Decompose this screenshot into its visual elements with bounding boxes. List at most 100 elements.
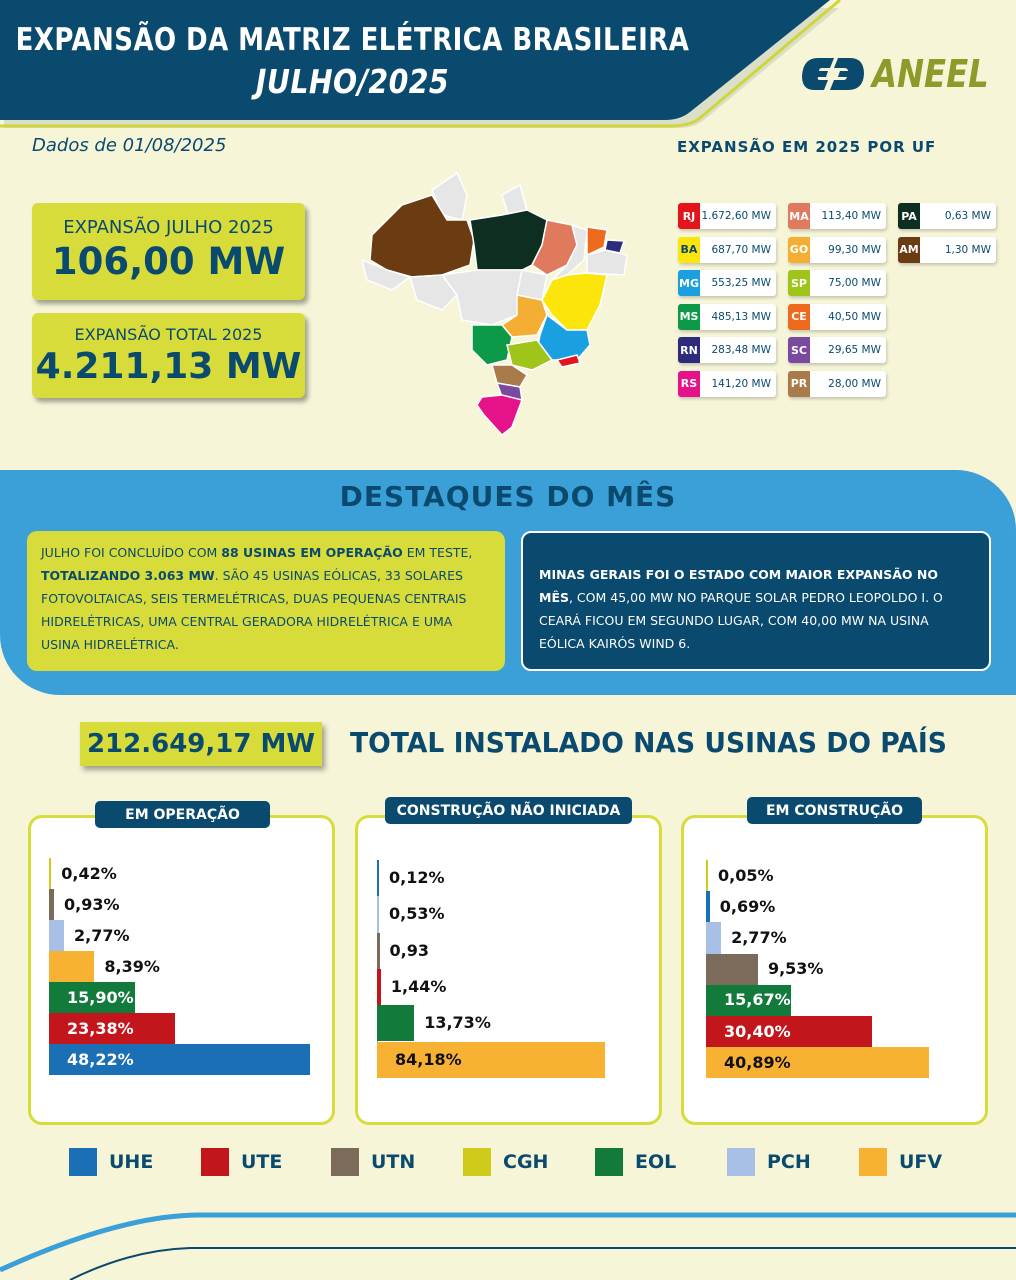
page-subtitle: JULHO/2025	[255, 62, 450, 101]
uf-value: 141,20 MW	[711, 377, 771, 390]
uf-code: PR	[788, 370, 810, 397]
bar-label: 23,38%	[67, 1018, 134, 1038]
bar-label: 9,53%	[767, 959, 824, 979]
kpi-value: 106,00 MW	[51, 240, 286, 283]
aneel-logo: ANEEL	[800, 52, 1009, 96]
uf-value: 113,40 MW	[821, 210, 881, 222]
highlight-right-text: MINAS GERAIS FOI O ESTADO COM MAIOR EXPA…	[521, 531, 991, 671]
text: EM TESTE,	[402, 545, 473, 560]
uf-code: MA	[788, 203, 810, 229]
bar-label: 0,93	[389, 940, 429, 960]
uf-card-sp: SP 75,00 MW	[788, 270, 886, 296]
bar-ute	[377, 968, 381, 1006]
bar-pch	[49, 920, 64, 951]
uf-value: 75,00 MW	[828, 277, 881, 289]
uf-value: 40,50 MW	[828, 310, 881, 323]
legend-swatch	[331, 1148, 359, 1176]
map-state-rj	[555, 354, 582, 368]
bar-uhe	[49, 1044, 310, 1075]
bar-pch	[706, 922, 722, 954]
map-state-rs	[476, 394, 523, 437]
legend-item-pch: PCH	[727, 1148, 811, 1176]
map-state-ac	[362, 259, 412, 291]
legend-item-ute: UTE	[201, 1148, 282, 1176]
map-state-ba	[541, 272, 608, 331]
bar-label: 2,77%	[73, 925, 130, 945]
text: , COM 45,00 MW NO PARQUE SOLAR PEDRO LEO…	[539, 590, 943, 651]
chart-panel-construcao-nao-iniciada	[355, 815, 662, 1125]
map-state-pr	[491, 364, 529, 388]
uf-code: MG	[678, 270, 700, 296]
legend-swatch	[859, 1148, 887, 1176]
uf-code: GO	[788, 236, 810, 263]
legend-label: CGH	[503, 1151, 549, 1173]
map-state-pb-pe-al	[586, 249, 628, 276]
uf-code: MS	[678, 303, 700, 330]
legend-swatch	[727, 1148, 755, 1176]
legend-label: UHE	[109, 1151, 154, 1173]
map-state-mt	[440, 269, 523, 326]
uf-code: BA	[678, 236, 700, 263]
legend-label: PCH	[767, 1151, 811, 1173]
uf-card-go: GO 99,30 MW	[788, 236, 886, 263]
uf-value: 0,63 MW	[944, 210, 991, 222]
uf-card-sc: SC 29,65 MW	[788, 337, 886, 363]
bar-label: 0,12%	[389, 868, 445, 888]
legend-swatch	[595, 1148, 623, 1176]
legend-item-ufv: UFV	[859, 1148, 942, 1176]
bar-label: 84,18%	[395, 1049, 462, 1069]
chart-title: EM OPERAÇÃO	[95, 801, 270, 828]
bar-label: 0,05%	[718, 865, 774, 885]
uf-code: AM	[898, 236, 920, 263]
uf-section-title: EXPANSÃO EM 2025 POR UF	[677, 138, 937, 156]
map-state-ce	[586, 226, 608, 257]
kpi-label: EXPANSÃO TOTAL 2025	[74, 325, 263, 344]
bar-label: 30,40%	[724, 1021, 791, 1041]
uf-card-pr: PR 28,00 MW	[788, 370, 886, 397]
bar-label: 40,89%	[724, 1052, 791, 1072]
bar-ufv	[377, 1041, 606, 1078]
uf-card-rs: RS 141,20 MW	[678, 370, 776, 397]
uf-card-ma: MA 113,40 MW	[788, 203, 886, 229]
highlights-title: DESTAQUES DO MÊS	[339, 480, 677, 513]
aneel-logo-icon	[802, 58, 864, 90]
uf-value: 29,65 MW	[828, 344, 881, 356]
legend-swatch	[69, 1148, 97, 1176]
uf-value: 283,48 MW	[711, 344, 771, 356]
uf-card-ms: MS 485,13 MW	[678, 303, 776, 330]
uf-value: 28,00 MW	[828, 377, 881, 390]
bar-utn	[706, 953, 758, 985]
map-state-go	[500, 294, 548, 338]
kpi-expansao-total: EXPANSÃO TOTAL 2025 4.211,13 MW	[32, 313, 305, 398]
uf-value: 485,13 MW	[711, 310, 771, 323]
bar-utn	[377, 932, 380, 969]
bar-pch	[377, 896, 379, 933]
bar-label: 2,77%	[731, 928, 787, 947]
uf-code: RN	[678, 337, 700, 363]
text: . SÃO 45 USINAS EÓLICAS, 33 SOLARES FOTO…	[41, 568, 467, 652]
uf-code: RJ	[678, 203, 700, 229]
map-state-ro	[409, 274, 458, 311]
legend-label: UTN	[371, 1151, 416, 1173]
uf-value: 687,70 MW	[711, 243, 771, 256]
bar-label: 8,39%	[104, 956, 160, 976]
total-installed-label: TOTAL INSTALADO NAS USINAS DO PAÍS	[350, 726, 947, 759]
bar-utn	[49, 889, 55, 920]
uf-card-ba: BA 687,70 MW	[678, 236, 776, 263]
bar-label: 13,73%	[424, 1013, 491, 1033]
bar-label: 0,42%	[61, 863, 117, 883]
bar-ufv	[49, 951, 95, 982]
bar-eol	[377, 1005, 415, 1042]
bar-cgh	[49, 858, 52, 889]
map-state-ms	[471, 324, 513, 366]
highlight-left-text: JULHO FOI CONCLUÍDO COM 88 USINAS EM OPE…	[27, 531, 505, 671]
uf-value: 99,30 MW	[828, 243, 881, 256]
uf-card-rj: RJ 1.672,60 MW	[678, 203, 776, 229]
bar-uhe	[706, 891, 710, 923]
legend-swatch	[201, 1148, 229, 1176]
bar-cgh	[706, 860, 708, 892]
uf-card-am: AM 1,30 MW	[898, 236, 996, 263]
uf-code: SC	[788, 337, 810, 363]
uf-value: 1.672,60 MW	[701, 210, 771, 222]
uf-code: CE	[788, 303, 810, 330]
